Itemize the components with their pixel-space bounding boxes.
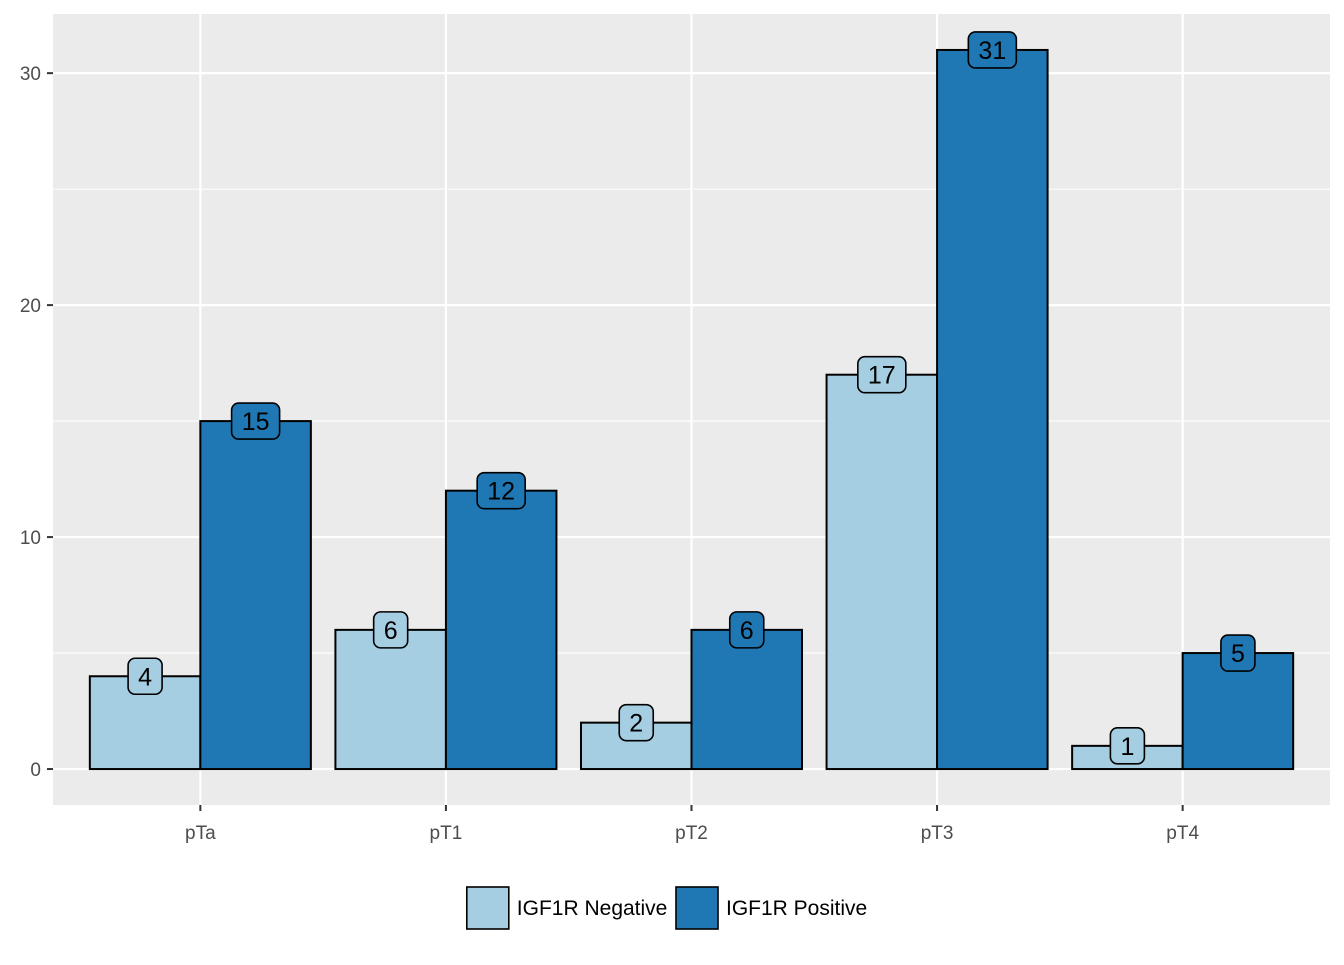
x-tick-label: pT2: [675, 823, 708, 844]
data-label: 1: [1120, 733, 1134, 761]
bar: [444, 489, 558, 771]
legend-label: IGF1R Negative: [517, 897, 668, 920]
x-tick-label: pT1: [430, 823, 463, 844]
y-tick-label: 20: [20, 296, 41, 317]
x-tick-label: pT4: [1166, 823, 1199, 844]
data-label: 12: [487, 478, 515, 506]
bars: [88, 48, 1295, 771]
data-label-box: [1220, 634, 1256, 672]
bar: [334, 628, 447, 771]
data-label-box: [476, 471, 526, 510]
data-label: 6: [384, 617, 398, 645]
data-label: 4: [138, 663, 152, 691]
data-label-box: [127, 657, 163, 696]
y-axis: 0 10 20 30: [20, 64, 53, 781]
data-label: 5: [1231, 640, 1245, 668]
bar: [1181, 652, 1295, 771]
data-label: 6: [740, 617, 754, 645]
x-axis: pTa pT1 pT2 pT3 pT4: [185, 805, 1199, 844]
x-tick-label: pT3: [921, 823, 954, 844]
legend-label: IGF1R Positive: [726, 897, 867, 920]
bar: [936, 48, 1049, 771]
data-label: 15: [242, 408, 270, 436]
data-label-box: [1109, 727, 1146, 765]
data-labels: 4 6 2 17 1 15 12 6 31 5: [127, 31, 1256, 765]
data-label-box: [230, 402, 281, 440]
data-label-box: [967, 31, 1018, 69]
data-label-box: [728, 611, 765, 649]
data-label: 17: [868, 362, 896, 390]
bar: [825, 373, 939, 771]
y-tick-label: 0: [30, 760, 41, 781]
legend-key: [675, 886, 719, 930]
bar: [690, 628, 804, 771]
data-label-box: [372, 611, 409, 649]
legend-key: [465, 886, 510, 930]
data-label-box: [857, 355, 907, 394]
data-label: 2: [629, 710, 643, 738]
y-tick-label: 30: [20, 64, 41, 85]
data-label-box: [618, 703, 655, 742]
y-tick-label: 10: [20, 528, 41, 549]
data-label: 31: [978, 37, 1006, 65]
x-tick-label: pTa: [185, 823, 216, 844]
bar: [199, 420, 312, 771]
legend: IGF1R Negative IGF1R Positive: [465, 886, 867, 930]
